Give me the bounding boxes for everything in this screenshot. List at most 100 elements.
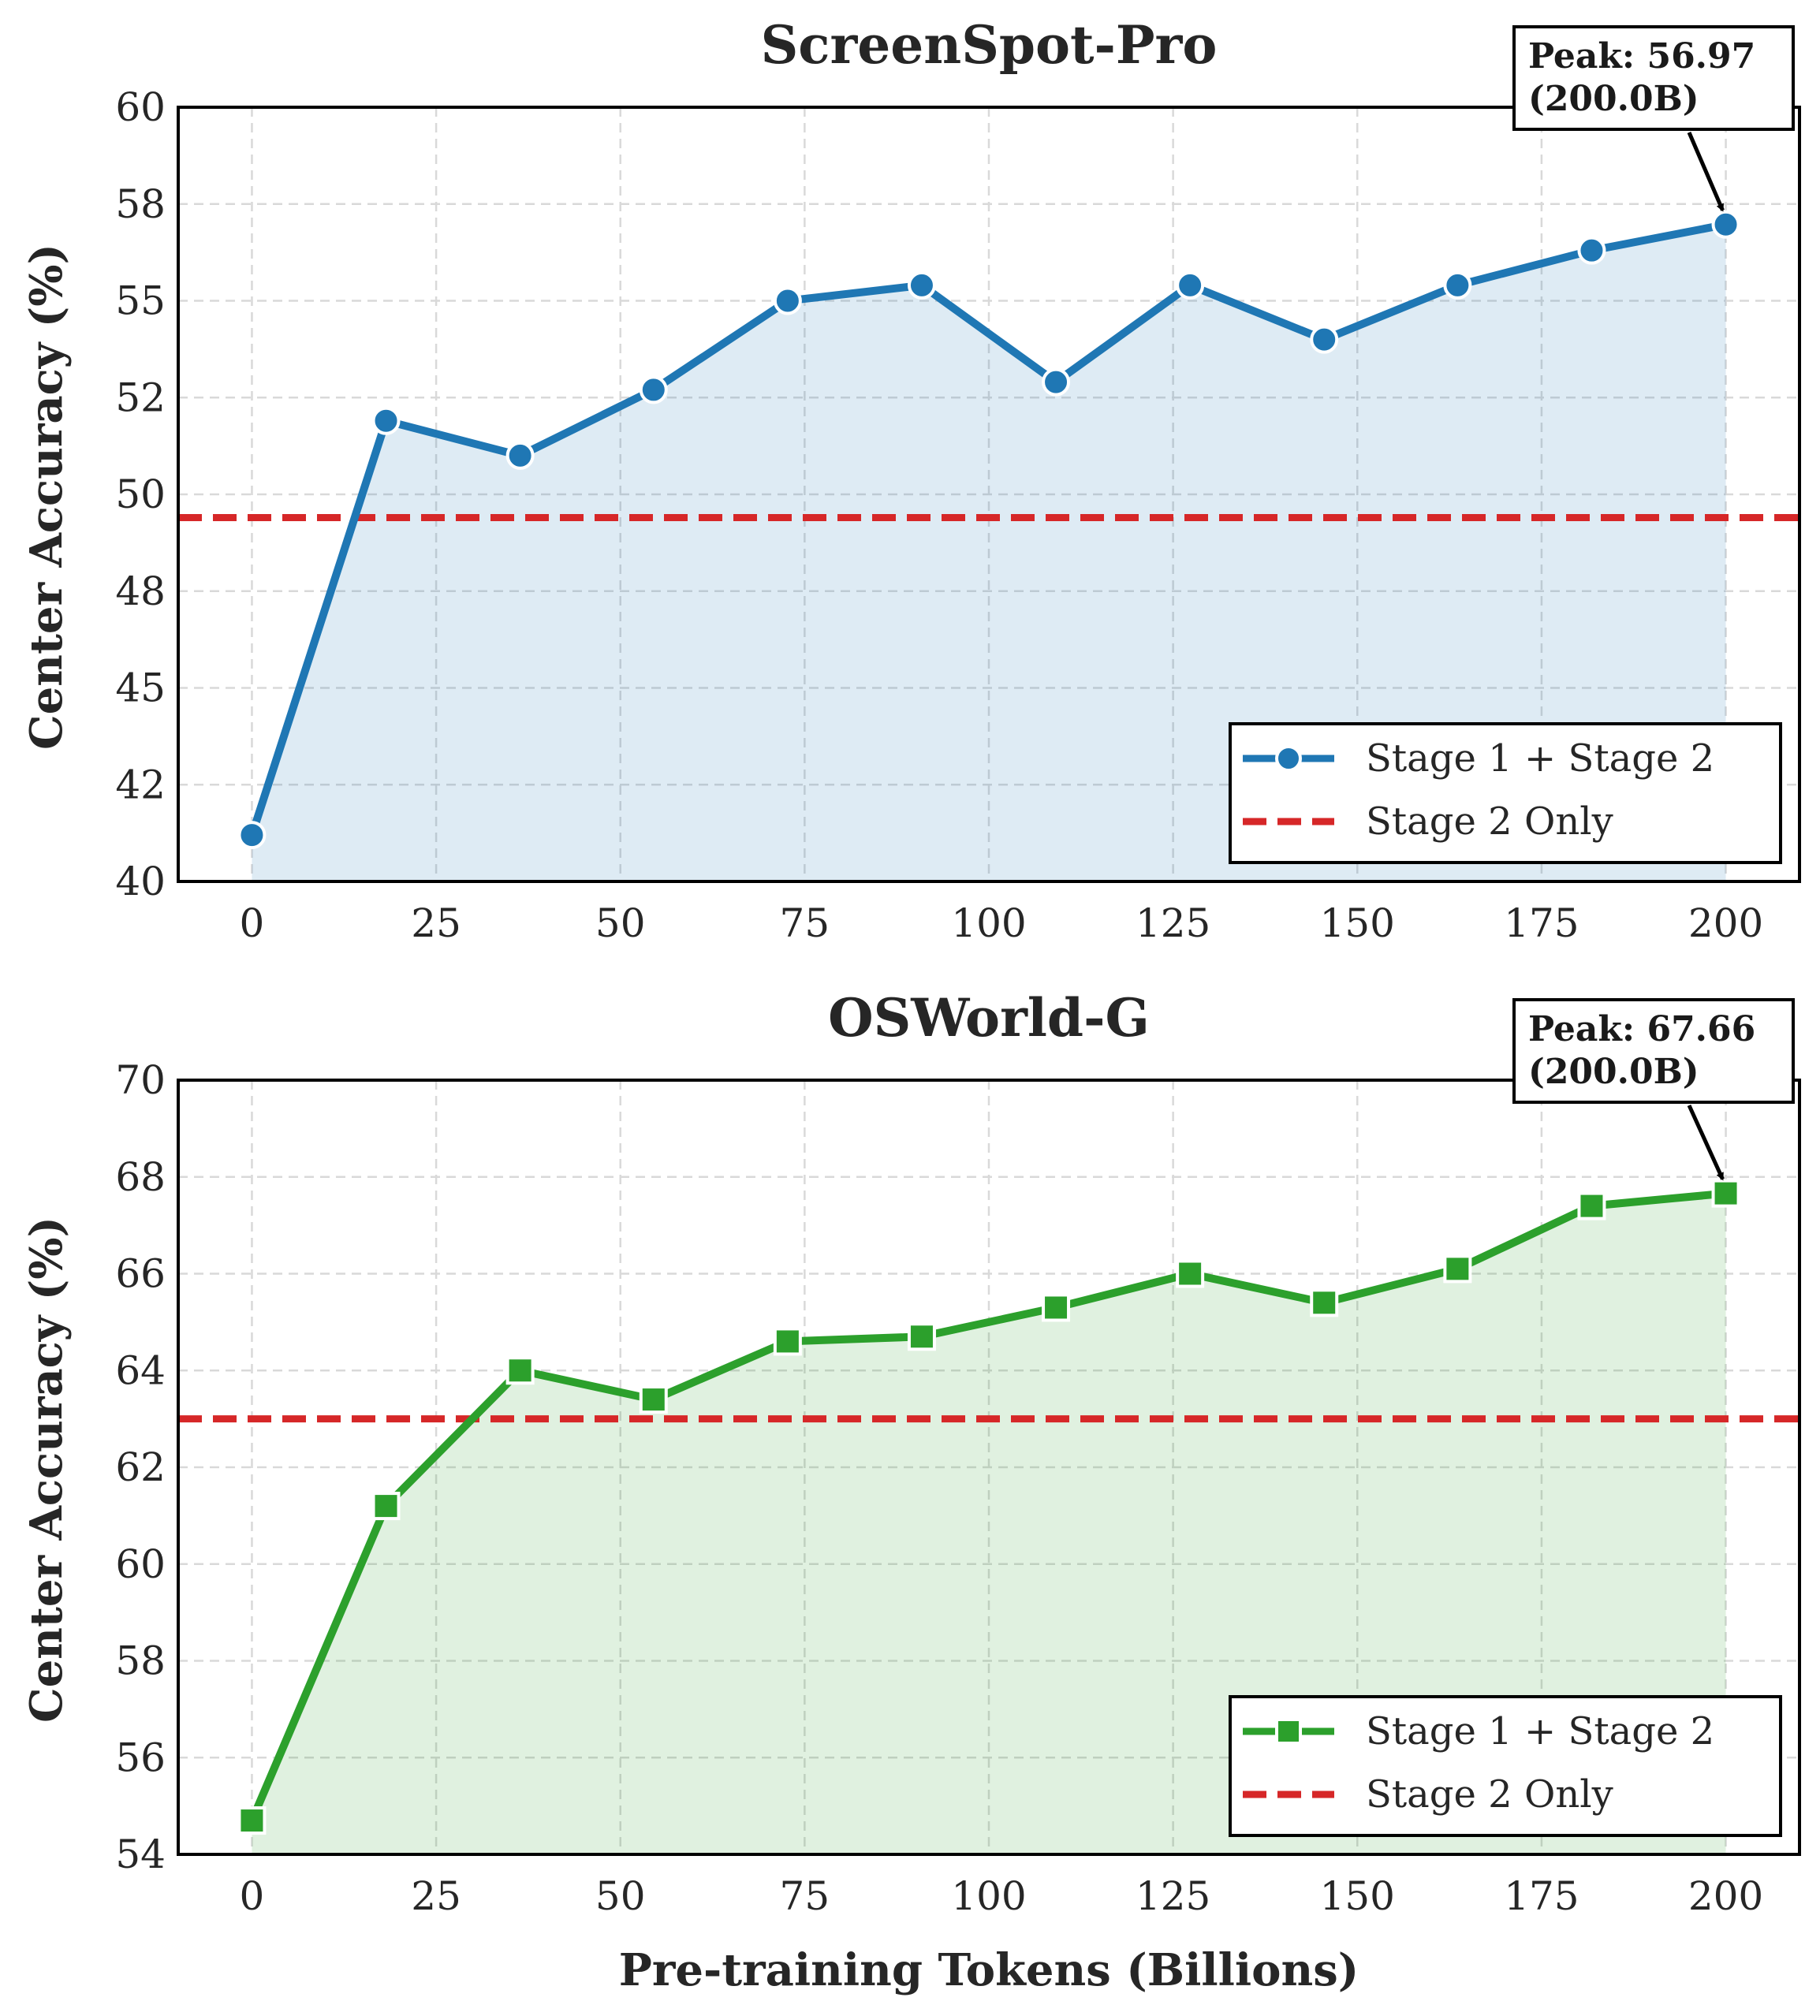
- x-tick-label: 100: [951, 900, 1026, 946]
- y-tick-label: 62: [115, 1444, 166, 1490]
- y-tick-label: 56: [115, 1735, 166, 1780]
- series-line: [248, 1189, 1730, 1825]
- legend-series-swatch-marker: [1275, 1718, 1302, 1745]
- y-tick-label: 54: [115, 1832, 166, 1877]
- peak-annotation-value: Peak: 67.66: [1528, 1009, 1755, 1049]
- plot-frame-rect: [177, 1079, 1801, 1856]
- plot-frame-rect: [177, 106, 1801, 883]
- data-point-marker: [1176, 1259, 1205, 1288]
- x-tick-label: 100: [951, 1873, 1026, 1919]
- x-tick-label: 125: [1136, 1873, 1210, 1919]
- x-tick-label: 50: [595, 900, 646, 946]
- data-point-marker: [371, 406, 401, 435]
- y-tick-labels: 54 56 58 60 62 64 66 68 70: [115, 1057, 166, 1877]
- plot-frame: [177, 1079, 1801, 1856]
- data-point-marker: [1711, 1179, 1740, 1208]
- y-tick-label: 52: [115, 375, 166, 420]
- peak-annotation-arrow: [1687, 1104, 1725, 1181]
- y-tick-label: 64: [115, 1347, 166, 1393]
- legend-marker-square: [1275, 1718, 1302, 1745]
- legend-baseline-label: Stage 2 Only: [1366, 799, 1613, 844]
- y-tick-label: 60: [115, 1541, 166, 1587]
- area-fill-path: [252, 1193, 1726, 1854]
- series-polyline: [248, 1189, 1730, 1825]
- x-tick-label: 75: [780, 900, 830, 946]
- data-point-marker: [1042, 1293, 1071, 1322]
- series-polyline: [248, 220, 1730, 840]
- x-tick-label: 75: [780, 1873, 830, 1919]
- peak-annotation: Peak: 67.66 (200.0B): [1512, 998, 1795, 1181]
- legend-series-label: Stage 1 + Stage 2: [1366, 1709, 1714, 1753]
- data-point-marker: [371, 1492, 401, 1521]
- data-point-marker: [1443, 1254, 1472, 1284]
- y-axis-label: Center Accuracy (%): [21, 244, 73, 750]
- y-tick-labels: 40 42 45 48 50 52 55 58 60: [115, 84, 166, 904]
- legend: Stage 1 + Stage 2 Stage 2 Only: [1229, 722, 1782, 864]
- x-tick-label: 200: [1688, 900, 1763, 946]
- peak-annotation-value: Peak: 56.97: [1528, 36, 1755, 76]
- y-tick-label: 50: [115, 471, 166, 517]
- x-tick-labels: 0 25 50 75 100 125 150 175 200: [240, 1873, 1764, 1919]
- data-point-marker: [237, 1806, 267, 1835]
- data-point-marker: [1443, 270, 1472, 300]
- x-tick-label: 175: [1504, 1873, 1579, 1919]
- chart-panel-screenspot-pro: ScreenSpot-Pro Center Accuracy (%) 40424…: [21, 14, 1801, 946]
- peak-annotation-box: [1512, 25, 1795, 131]
- x-axis-label: Pre-training Tokens (Billions): [619, 1944, 1359, 1996]
- y-tick-label: 55: [115, 278, 166, 324]
- data-point-marker: [1310, 1288, 1339, 1317]
- x-tick-label: 125: [1136, 900, 1210, 946]
- series-line: [248, 220, 1730, 840]
- legend-box: [1229, 1695, 1782, 1837]
- peak-annotation: Peak: 56.97 (200.0B): [1512, 25, 1795, 212]
- area-fill: [252, 224, 1726, 881]
- peak-annotation-position: (200.0B): [1528, 79, 1699, 119]
- y-tick-label: 45: [115, 665, 166, 711]
- chart-title: OSWorld-G: [828, 987, 1150, 1049]
- peak-annotation-box: [1512, 998, 1795, 1104]
- data-point-marker: [773, 1327, 802, 1356]
- data-point-marker: [773, 286, 802, 315]
- data-point-marker: [1711, 210, 1740, 239]
- y-tick-label: 66: [115, 1251, 166, 1297]
- peak-annotation-position: (200.0B): [1528, 1052, 1699, 1092]
- legend-box: [1229, 722, 1782, 864]
- peak-annotation-arrow: [1687, 132, 1725, 212]
- data-point-marker: [639, 1385, 668, 1414]
- y-tick-label: 42: [115, 762, 166, 807]
- legend-baseline-label: Stage 2 Only: [1366, 1772, 1613, 1817]
- y-tick-label: 58: [115, 1638, 166, 1684]
- x-tick-label: 150: [1320, 900, 1395, 946]
- y-tick-label: 58: [115, 181, 166, 227]
- legend: Stage 1 + Stage 2 Stage 2 Only: [1229, 1695, 1782, 1837]
- y-tick-label: 40: [115, 859, 166, 904]
- plot-frame: [177, 106, 1801, 883]
- y-axis-label: Center Accuracy (%): [21, 1217, 73, 1723]
- data-point-marker: [907, 1322, 936, 1351]
- x-tick-label: 25: [411, 1873, 461, 1919]
- x-tick-label: 25: [411, 900, 461, 946]
- data-point-marker: [1310, 325, 1339, 354]
- legend-series-swatch-marker: [1275, 745, 1302, 772]
- series-markers: [237, 210, 1740, 850]
- x-tick-labels: 0 25 50 75 100 125 150 175 200: [240, 900, 1764, 946]
- data-point-marker: [1042, 367, 1071, 397]
- data-point-marker: [1577, 236, 1606, 265]
- y-tick-label: 68: [115, 1154, 166, 1200]
- data-point-marker: [237, 821, 267, 850]
- data-point-marker: [1577, 1191, 1606, 1220]
- area-fill-path: [252, 224, 1726, 881]
- area-fill: [252, 1193, 1726, 1854]
- y-tick-label: 48: [115, 568, 166, 614]
- series-markers: [237, 1179, 1740, 1835]
- y-tick-label: 60: [115, 84, 166, 130]
- chart-title: ScreenSpot-Pro: [761, 14, 1218, 76]
- x-tick-label: 150: [1320, 1873, 1395, 1919]
- data-point-marker: [1176, 270, 1205, 300]
- x-tick-label: 50: [595, 1873, 646, 1919]
- data-point-marker: [505, 441, 535, 470]
- chart-panel-osworld-g: OSWorld-G Center Accuracy (%) 54 56 58 60 62…: [21, 987, 1801, 1919]
- legend-series-label: Stage 1 + Stage 2: [1366, 736, 1714, 781]
- x-tick-label: 0: [240, 900, 265, 946]
